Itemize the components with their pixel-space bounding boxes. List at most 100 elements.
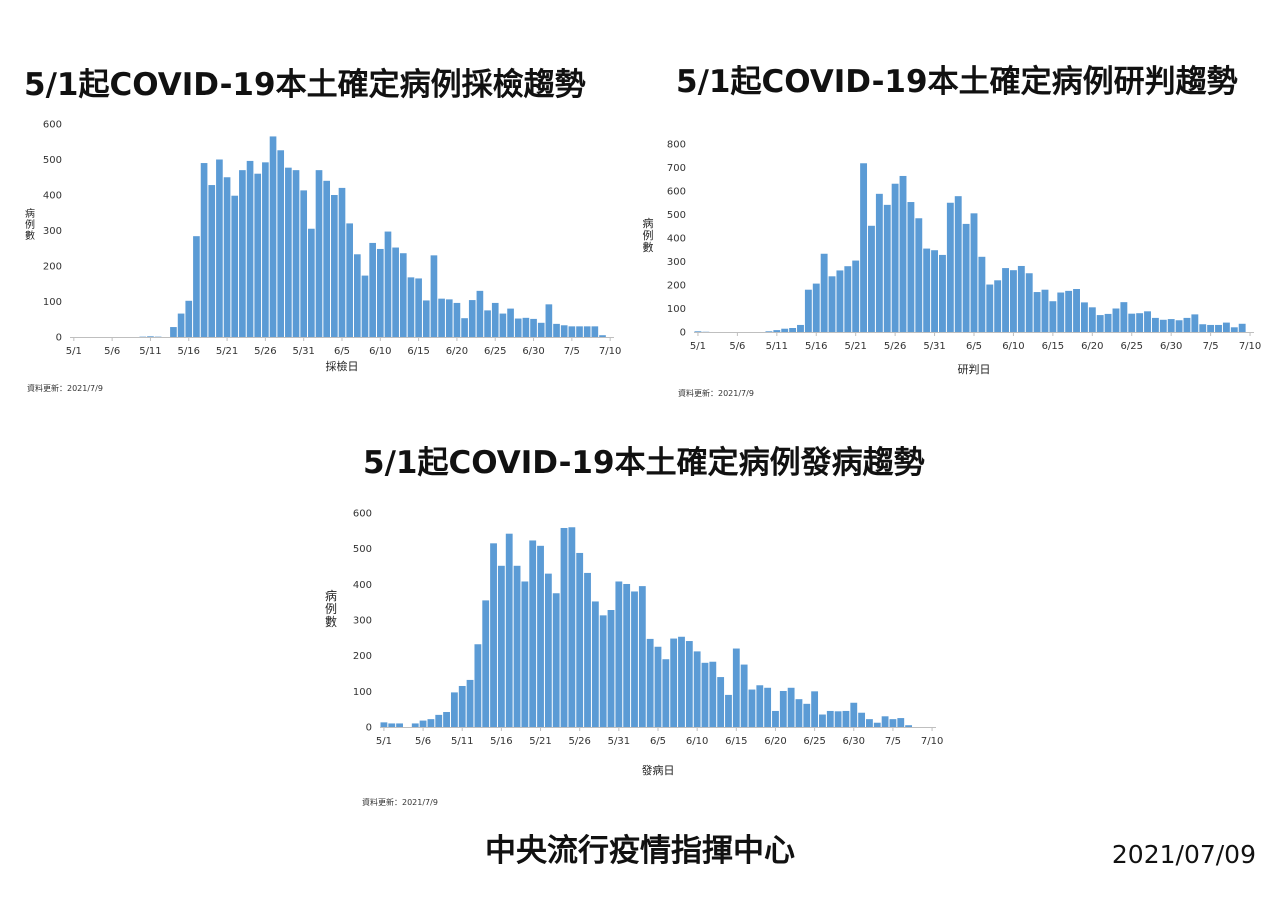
bar — [858, 712, 866, 727]
bar — [803, 703, 811, 727]
bar — [269, 136, 277, 337]
y-tick-label: 800 — [667, 140, 686, 151]
bar — [497, 565, 505, 727]
y-tick-label: 200 — [43, 262, 62, 273]
bar — [899, 175, 907, 332]
bar — [654, 646, 662, 727]
y-tick-label: 400 — [667, 234, 686, 245]
bar — [1159, 319, 1167, 332]
bar — [1120, 302, 1128, 332]
x-tick-label: 6/25 — [803, 736, 825, 747]
x-tick-label: 6/20 — [446, 346, 468, 357]
bar — [1207, 324, 1215, 332]
bar — [931, 250, 939, 332]
bar — [1144, 311, 1151, 332]
bar — [430, 255, 438, 337]
bar — [507, 308, 514, 337]
bar — [384, 231, 392, 337]
x-axis-label: 採檢日 — [326, 359, 359, 373]
bar — [560, 527, 568, 727]
bar — [1104, 313, 1112, 332]
bar — [850, 702, 858, 727]
x-tick-label: 6/20 — [1081, 341, 1103, 352]
bar — [709, 661, 717, 727]
bar — [450, 692, 458, 727]
bar — [223, 177, 231, 337]
bar — [396, 723, 403, 727]
bar — [907, 202, 915, 332]
bar — [844, 266, 852, 332]
bar — [438, 298, 445, 337]
bar — [897, 718, 905, 727]
bar — [560, 325, 568, 337]
bar — [646, 638, 654, 727]
x-tick-label: 5/11 — [451, 736, 473, 747]
bar — [860, 163, 868, 332]
y-tick-label: 100 — [667, 304, 686, 315]
bar — [484, 310, 491, 338]
bar — [875, 193, 883, 332]
bar — [435, 714, 443, 727]
bar — [1230, 327, 1238, 332]
x-tick-label: 6/5 — [334, 346, 350, 357]
bar — [537, 545, 544, 727]
x-tick-label: 6/30 — [522, 346, 544, 357]
bar — [453, 302, 461, 337]
bar — [946, 202, 954, 332]
bar — [773, 330, 781, 332]
x-tick-label: 6/30 — [843, 736, 865, 747]
bar — [607, 610, 615, 727]
bar — [1073, 289, 1080, 332]
bar — [1009, 270, 1017, 332]
update-note-onset: 資料更新：2021/7/9 — [362, 798, 438, 807]
bar — [443, 712, 450, 727]
x-tick-label: 7/5 — [564, 346, 580, 357]
bar — [905, 725, 913, 727]
x-tick-label: 6/15 — [407, 346, 429, 357]
y-tick-label: 200 — [353, 651, 372, 662]
bar — [399, 253, 407, 337]
bar — [1238, 323, 1246, 332]
y-tick-label: 0 — [680, 328, 686, 339]
bar — [836, 270, 844, 332]
x-tick-label: 6/10 — [369, 346, 391, 357]
bar — [458, 685, 466, 727]
y-tick-label: 0 — [56, 333, 62, 344]
x-tick-label: 5/31 — [923, 341, 945, 352]
bar — [308, 228, 315, 337]
bar — [1033, 292, 1041, 332]
bar — [787, 687, 795, 727]
bar — [376, 248, 384, 337]
bar — [338, 187, 346, 337]
y-axis-label: 病例數 — [25, 207, 35, 242]
x-tick-label: 5/6 — [415, 736, 431, 747]
x-tick-label: 5/16 — [178, 346, 200, 357]
bar — [415, 278, 422, 337]
x-tick-label: 6/10 — [686, 736, 708, 747]
bar — [868, 225, 875, 332]
y-tick-label: 500 — [353, 544, 372, 555]
bar — [732, 648, 740, 727]
onset-trend-chart: 0 100 200 300 400 500 600 5/1 5/6 5/11 5/16 5/21 5/2… — [325, 509, 943, 778]
bar — [466, 679, 474, 727]
bar — [285, 167, 292, 337]
bar — [277, 150, 285, 337]
bar — [544, 573, 552, 727]
x-tick-label: 5/6 — [729, 341, 745, 352]
y-tick-label: 400 — [43, 191, 62, 202]
bar — [193, 236, 200, 337]
bar — [331, 195, 338, 337]
x-tick-label: 6/5 — [966, 341, 982, 352]
y-axis-label: 病例數 — [643, 216, 654, 254]
bar — [576, 326, 583, 337]
bar — [445, 299, 453, 337]
y-tick-label: 200 — [667, 281, 686, 292]
bar — [923, 248, 931, 332]
bar — [246, 160, 254, 337]
bar — [631, 591, 638, 727]
x-tick-label: 5/26 — [254, 346, 276, 357]
bar — [873, 722, 881, 727]
bar — [369, 242, 376, 337]
bar — [748, 689, 756, 727]
y-tick-label: 0 — [366, 723, 372, 734]
